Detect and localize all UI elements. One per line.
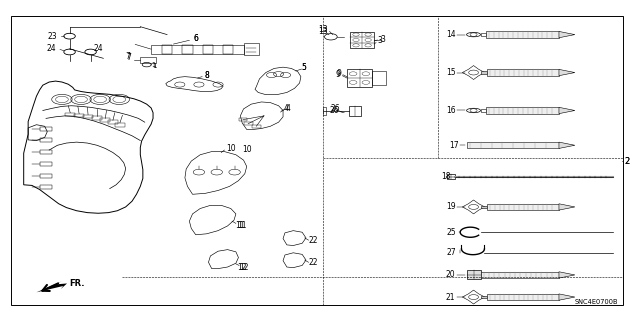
Bar (349, 106, 362, 116)
Text: 19: 19 (446, 203, 456, 211)
Text: 26: 26 (330, 104, 340, 113)
Text: 12: 12 (239, 263, 248, 271)
Text: 16: 16 (446, 106, 456, 115)
Bar (486, 107, 559, 114)
Bar (487, 204, 559, 210)
Bar (481, 71, 487, 74)
Text: 3: 3 (378, 36, 382, 45)
Bar (372, 71, 387, 85)
Bar (65, 113, 76, 116)
Text: 1: 1 (152, 63, 157, 69)
Bar (481, 206, 487, 208)
Text: 4: 4 (285, 104, 291, 113)
Bar (347, 69, 372, 87)
Text: 6: 6 (193, 34, 198, 43)
Polygon shape (559, 107, 575, 114)
Text: 13: 13 (318, 25, 328, 34)
Text: 5: 5 (301, 63, 307, 72)
Bar (481, 109, 486, 112)
Bar (140, 57, 156, 63)
Text: 17: 17 (449, 141, 459, 150)
Bar (486, 32, 559, 38)
Bar (83, 115, 93, 118)
Text: 9: 9 (337, 69, 342, 78)
Text: 2: 2 (625, 157, 630, 166)
Polygon shape (559, 142, 575, 148)
Bar (447, 174, 455, 179)
Bar (252, 125, 260, 128)
Text: 7: 7 (125, 52, 130, 61)
Text: 27: 27 (447, 248, 456, 257)
Text: 10: 10 (242, 145, 252, 153)
Text: 2: 2 (625, 157, 630, 166)
Text: 8: 8 (205, 70, 209, 79)
Text: 14: 14 (446, 30, 456, 39)
Bar (92, 116, 102, 120)
Text: 11: 11 (237, 221, 247, 230)
Polygon shape (559, 32, 575, 38)
Bar (487, 294, 559, 300)
Text: 13: 13 (318, 27, 328, 36)
Bar (481, 296, 487, 298)
Polygon shape (559, 272, 575, 278)
Text: 12: 12 (237, 263, 247, 272)
Bar (481, 272, 559, 278)
Text: 22: 22 (309, 236, 318, 245)
Polygon shape (559, 204, 575, 210)
Text: 1: 1 (151, 62, 155, 68)
Polygon shape (559, 69, 575, 76)
Bar (323, 107, 326, 115)
Text: 8: 8 (205, 71, 209, 80)
Bar (100, 118, 110, 122)
Bar (350, 32, 374, 48)
Text: 5: 5 (301, 63, 307, 72)
Bar (74, 114, 84, 117)
Text: 21: 21 (446, 293, 456, 301)
Bar (487, 69, 559, 76)
Bar (108, 120, 118, 124)
Bar (239, 118, 248, 121)
Polygon shape (559, 294, 575, 300)
Text: 9: 9 (335, 70, 340, 78)
Bar (467, 271, 481, 279)
Text: 15: 15 (446, 68, 456, 77)
Text: 20: 20 (446, 271, 456, 279)
Polygon shape (36, 281, 67, 292)
Bar (244, 43, 259, 55)
Bar (151, 45, 244, 54)
Text: 10: 10 (226, 144, 236, 153)
Text: 4: 4 (284, 104, 289, 113)
Text: 22: 22 (309, 258, 318, 267)
Text: 23: 23 (47, 32, 57, 41)
Text: FR.: FR. (70, 279, 85, 288)
Text: 7: 7 (126, 53, 131, 62)
Text: 26: 26 (329, 106, 339, 115)
Text: 18: 18 (442, 172, 451, 182)
Bar (481, 33, 486, 36)
Bar (115, 123, 125, 127)
Text: SNC4E0700B: SNC4E0700B (575, 300, 618, 305)
Bar (244, 122, 253, 125)
Text: 24: 24 (93, 44, 103, 53)
Bar (467, 142, 559, 148)
Text: 3: 3 (380, 35, 385, 44)
Text: 11: 11 (236, 221, 245, 230)
Text: 25: 25 (447, 228, 456, 237)
Text: 6: 6 (193, 34, 198, 43)
Text: 24: 24 (46, 44, 56, 53)
